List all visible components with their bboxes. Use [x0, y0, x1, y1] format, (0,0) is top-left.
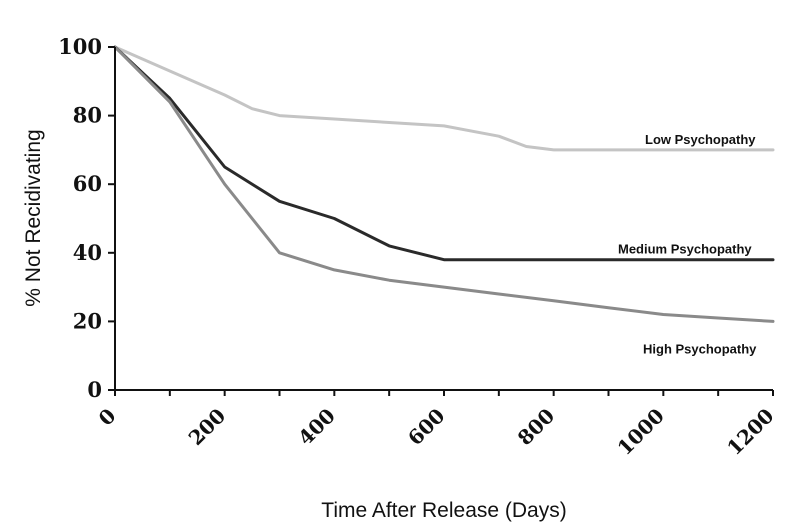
series-label: Medium Psychopathy — [618, 242, 752, 257]
series-labels: Low Psychopathy Medium Psychopathy High Ps… — [618, 132, 757, 357]
x-axis-ticks: 0 200 400 600 800 1000 1200 — [94, 390, 779, 460]
y-tick-label: 40 — [73, 240, 102, 265]
x-tick-label: 0 — [94, 404, 121, 431]
y-tick-label: 60 — [73, 171, 102, 196]
x-tick-label: 400 — [293, 404, 339, 450]
series-label: High Psychopathy — [643, 341, 757, 356]
y-axis-ticks: 0 20 40 60 80 100 — [58, 34, 115, 402]
series-line-low-psychopathy — [113, 45, 775, 152]
series-layer — [113, 45, 775, 323]
y-tick-label: 20 — [73, 308, 102, 333]
x-tick-label: 1200 — [722, 404, 778, 460]
x-tick-label: 600 — [403, 404, 449, 450]
series-line-medium-psychopathy — [113, 45, 775, 262]
x-tick-label: 1000 — [613, 404, 669, 460]
x-axis-label: Time After Release (Days) — [321, 499, 566, 522]
y-tick-label: 0 — [87, 377, 102, 402]
x-tick-label: 800 — [513, 404, 559, 450]
y-tick-label: 80 — [73, 103, 102, 128]
x-tick-label: 200 — [184, 404, 230, 450]
y-tick-label: 100 — [58, 34, 102, 59]
y-axis-label: % Not Recidivating — [22, 129, 45, 306]
series-label: Low Psychopathy — [645, 132, 756, 147]
series-line-high-psychopathy — [113, 45, 775, 323]
